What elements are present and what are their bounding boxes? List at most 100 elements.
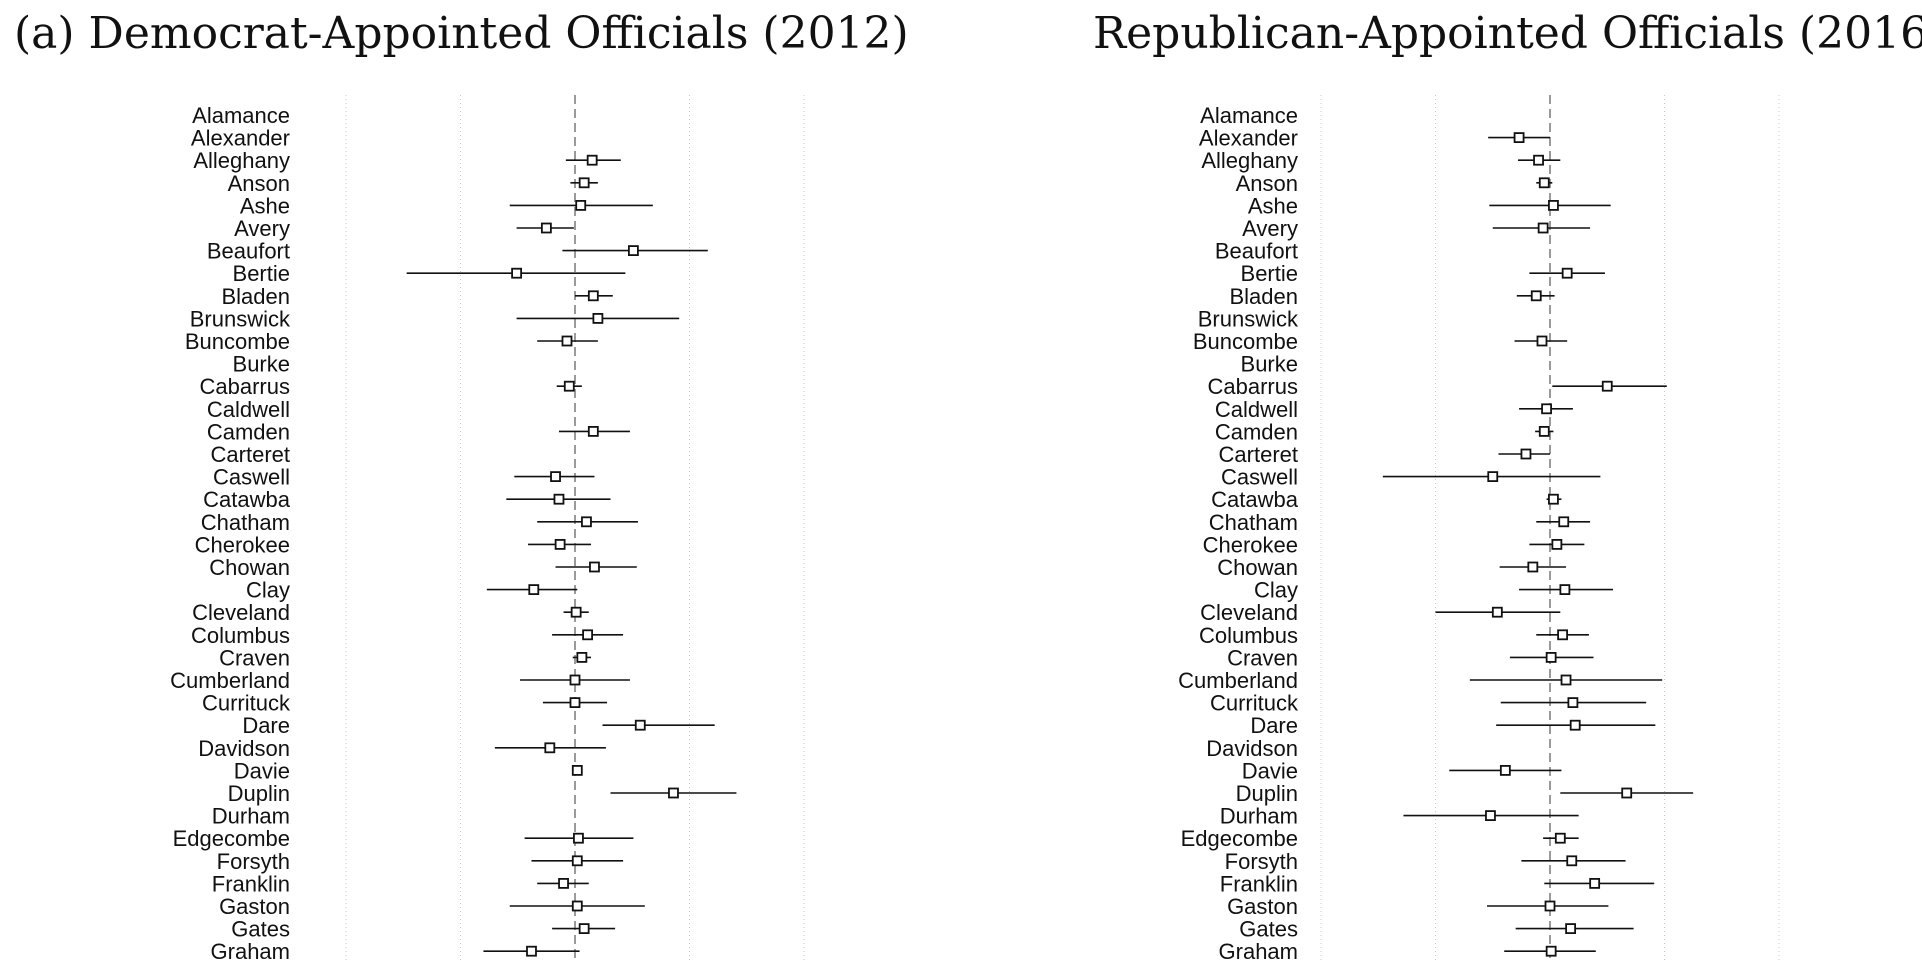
left-county-label: Duplin [228, 781, 290, 806]
right-county-label: Cleveland [1200, 600, 1298, 625]
right-county-label: Edgecombe [1181, 826, 1298, 851]
left-point-estimate [668, 787, 679, 799]
left-point-estimate [563, 380, 575, 392]
left-point-estimate [558, 878, 569, 889]
right-point-estimate [1545, 945, 1557, 957]
left-point-estimate [528, 584, 540, 595]
left-point-estimate [575, 199, 587, 211]
left-point-estimate [511, 267, 523, 279]
left-county-label: Burke [233, 352, 290, 377]
right-point-estimate [1567, 697, 1579, 708]
right-county-label: Camden [1215, 419, 1298, 444]
right-county-label: Anson [1236, 171, 1298, 196]
left-point-estimate [581, 516, 592, 528]
right-county-label: Columbus [1199, 623, 1298, 648]
right-point-estimate [1548, 199, 1559, 211]
right-county-label: Gaston [1227, 894, 1298, 919]
right-county-label: Duplin [1236, 781, 1298, 806]
right-county-label: Currituck [1210, 691, 1299, 716]
left-county-label: Clay [246, 578, 290, 603]
left-county-label: Caldwell [207, 397, 290, 422]
left-county-label: Edgecombe [173, 826, 290, 851]
right-point-estimate [1533, 154, 1544, 166]
left-forest-plot: AlamanceAlexanderAlleghanyAnsonAsheAvery… [170, 95, 805, 960]
left-point-estimate [571, 855, 583, 867]
left-county-label: Cumberland [170, 668, 290, 693]
left-point-estimate [582, 629, 593, 641]
left-point-estimate [592, 312, 604, 324]
right-point-estimate [1536, 335, 1548, 347]
left-point-estimate [569, 674, 581, 686]
left-point-estimate [544, 742, 556, 754]
left-panel-title: (a) Democrat-Appointed Officials (2012) [14, 8, 909, 59]
left-county-label: Chowan [209, 555, 290, 580]
left-county-label: Camden [207, 419, 290, 444]
left-point-estimate [526, 945, 537, 957]
left-point-estimate [540, 222, 552, 234]
left-county-label: Bladen [221, 284, 290, 309]
right-point-estimate [1569, 719, 1581, 731]
right-point-estimate [1557, 629, 1568, 641]
left-point-estimate [550, 471, 561, 483]
right-panel-title: Republican-Appointed Officials (2016) [1093, 8, 1922, 59]
right-county-label: Ashe [1248, 193, 1298, 218]
right-point-estimate [1554, 832, 1566, 844]
right-point-estimate [1520, 448, 1532, 460]
right-county-label: Cumberland [1178, 668, 1298, 693]
right-point-estimate [1561, 267, 1573, 279]
right-county-label: Cherokee [1203, 532, 1298, 557]
left-point-estimate [553, 493, 565, 505]
right-county-label: Gates [1239, 917, 1298, 942]
right-point-estimate [1544, 900, 1556, 912]
right-county-label: Alleghany [1201, 148, 1298, 173]
right-county-label: Brunswick [1198, 306, 1299, 331]
right-point-estimate [1545, 652, 1557, 663]
left-county-label: Dare [242, 713, 290, 738]
left-county-label: Chatham [201, 510, 290, 535]
right-point-estimate [1566, 855, 1578, 867]
left-point-estimate [573, 832, 584, 844]
left-county-label: Buncombe [185, 329, 290, 354]
right-county-label: Alexander [1199, 126, 1298, 151]
right-county-label: Graham [1219, 939, 1298, 960]
right-point-estimate [1551, 539, 1563, 550]
right-point-estimate [1491, 606, 1503, 618]
right-county-label: Bladen [1229, 284, 1298, 309]
right-county-label: Davidson [1206, 736, 1298, 761]
left-point-estimate [578, 923, 590, 934]
right-county-label: Caldwell [1215, 397, 1298, 422]
left-point-estimate [561, 335, 573, 347]
right-county-label: Davie [1242, 758, 1298, 783]
left-county-label: Bertie [233, 261, 290, 286]
right-county-label: Buncombe [1193, 329, 1298, 354]
left-point-estimate [570, 606, 582, 618]
right-county-label: Chowan [1217, 555, 1298, 580]
left-county-label: Cabarrus [200, 374, 290, 399]
left-county-label: Avery [234, 216, 290, 241]
left-county-label: Alleghany [193, 148, 290, 173]
left-county-label: Craven [219, 645, 290, 670]
left-county-label: Cherokee [195, 532, 290, 557]
right-point-estimate [1559, 584, 1571, 595]
right-county-label: Clay [1254, 578, 1298, 603]
right-point-estimate [1499, 765, 1511, 776]
right-point-estimate [1548, 493, 1559, 505]
left-point-estimate [578, 177, 590, 189]
right-point-estimate [1513, 132, 1525, 144]
left-county-label: Alexander [191, 126, 290, 151]
left-point-estimate [634, 719, 646, 731]
left-county-label: Columbus [191, 623, 290, 648]
right-point-estimate [1485, 810, 1496, 821]
right-point-estimate [1538, 425, 1550, 437]
right-county-label: Bertie [1241, 261, 1298, 286]
right-point-estimate [1527, 561, 1539, 573]
left-county-label: Franklin [212, 871, 290, 896]
right-point-estimate [1560, 674, 1572, 686]
right-county-label: Catawba [1211, 487, 1299, 512]
left-county-label: Anson [228, 171, 290, 196]
right-county-label: Durham [1220, 804, 1298, 829]
left-county-label: Durham [212, 804, 290, 829]
right-point-estimate [1541, 403, 1552, 415]
right-county-label: Alamance [1200, 103, 1298, 128]
